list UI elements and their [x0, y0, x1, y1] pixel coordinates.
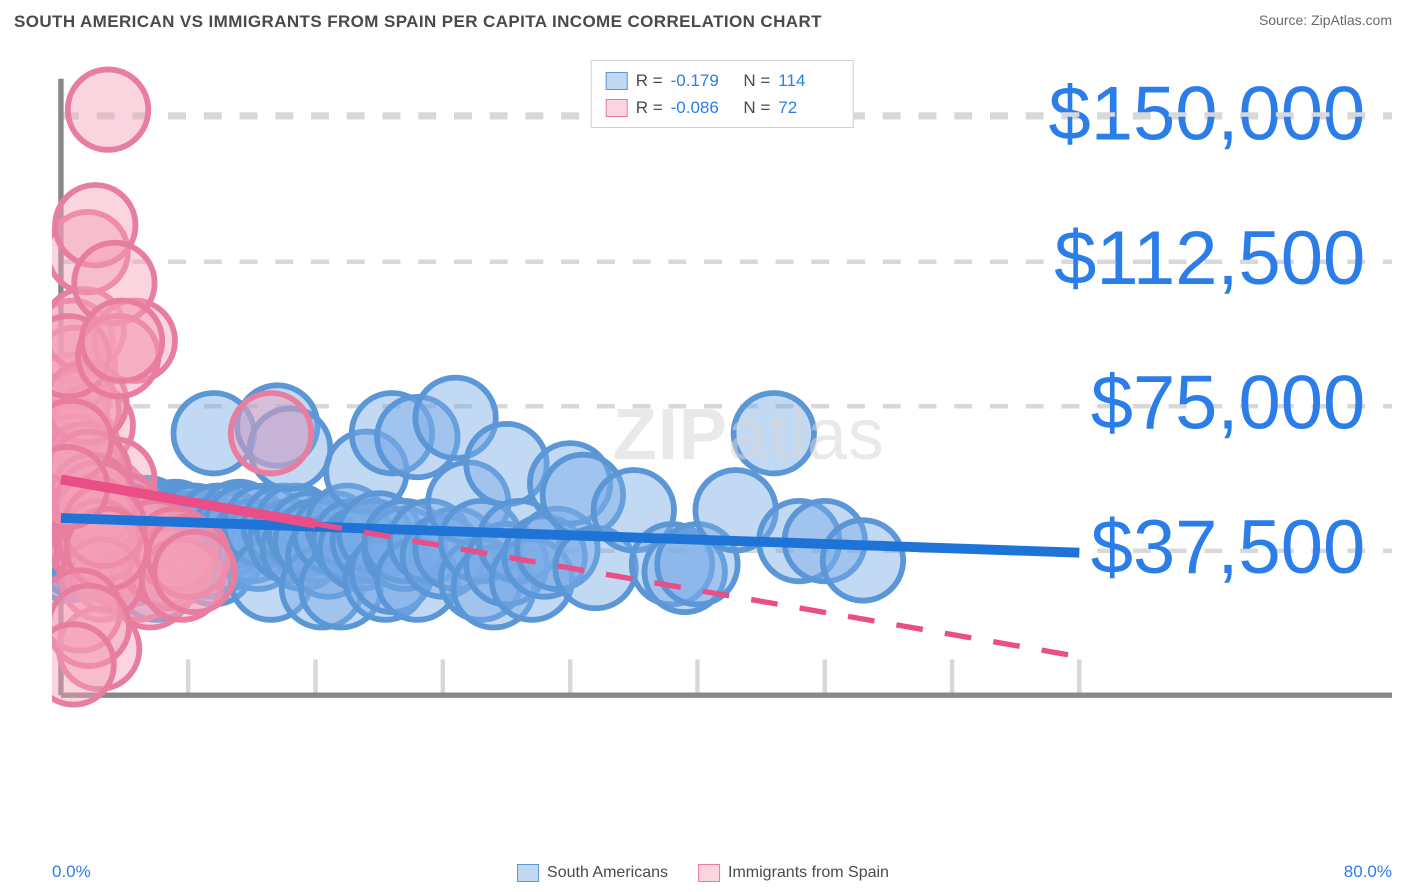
scatter-plot: $37,500$75,000$112,500$150,000	[52, 52, 1392, 722]
bottom-legend-item: Immigrants from Spain	[698, 864, 889, 882]
r-label: R =	[636, 94, 663, 121]
n-value: 72	[778, 94, 838, 121]
legend-label: Immigrants from Spain	[728, 864, 889, 882]
chart-title: SOUTH AMERICAN VS IMMIGRANTS FROM SPAIN …	[14, 12, 822, 32]
n-value: 114	[778, 67, 838, 94]
svg-text:$37,500: $37,500	[1091, 505, 1365, 590]
x-axis-max-label: 80.0%	[1344, 862, 1392, 882]
n-label: N =	[739, 67, 771, 94]
r-value: -0.086	[671, 94, 731, 121]
bottom-legend: South Americans Immigrants from Spain	[517, 864, 889, 882]
legend-swatch	[606, 72, 628, 90]
stats-legend: R = -0.179 N = 114 R = -0.086 N = 72	[591, 60, 854, 128]
bottom-legend-item: South Americans	[517, 864, 668, 882]
r-value: -0.179	[671, 67, 731, 94]
legend-swatch	[517, 864, 539, 882]
stats-legend-row: R = -0.086 N = 72	[606, 94, 839, 121]
chart-area: $37,500$75,000$112,500$150,000 ZIPatlas …	[52, 52, 1392, 850]
legend-swatch	[606, 99, 628, 117]
legend-label: South Americans	[547, 864, 668, 882]
x-axis-min-label: 0.0%	[52, 862, 91, 882]
r-label: R =	[636, 67, 663, 94]
svg-text:$75,000: $75,000	[1091, 361, 1365, 446]
stats-legend-row: R = -0.179 N = 114	[606, 67, 839, 94]
chart-source: Source: ZipAtlas.com	[1259, 12, 1392, 28]
n-label: N =	[739, 94, 771, 121]
chart-header: SOUTH AMERICAN VS IMMIGRANTS FROM SPAIN …	[14, 12, 1392, 32]
svg-text:$112,500: $112,500	[1054, 216, 1365, 301]
legend-swatch	[698, 864, 720, 882]
